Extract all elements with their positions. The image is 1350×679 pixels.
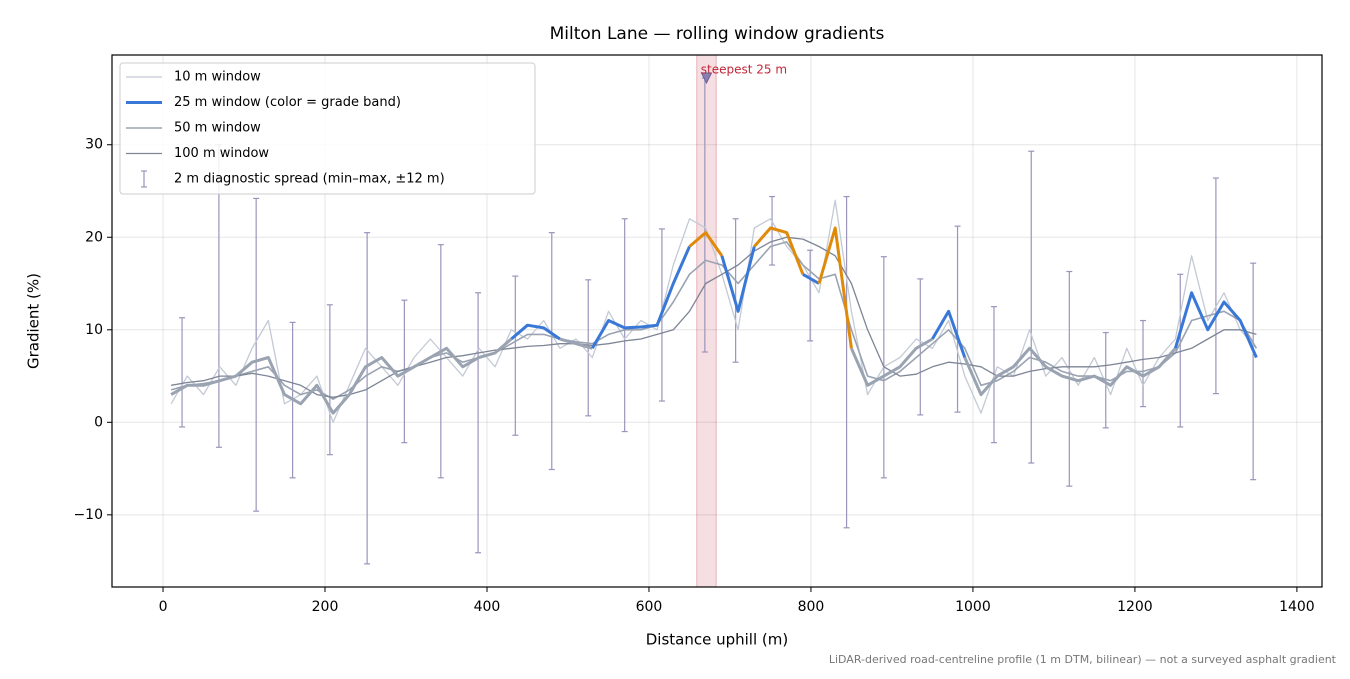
x-tick-label: 1200 xyxy=(1117,599,1153,615)
y-tick-label: −10 xyxy=(73,507,103,523)
spread-bar xyxy=(179,317,186,428)
spread-bar xyxy=(475,292,482,554)
spread-bar xyxy=(1212,177,1219,395)
legend-label: 50 m window xyxy=(174,121,261,136)
spread-bar xyxy=(548,232,555,471)
spread-bar xyxy=(954,225,961,413)
legend: 10 m window 25 m window (color = grade ba… xyxy=(119,62,536,195)
legend-label: 100 m window xyxy=(174,146,269,161)
series-line xyxy=(170,337,513,415)
y-tick-label: 20 xyxy=(85,229,103,245)
spread-bar xyxy=(364,232,371,565)
series-line xyxy=(559,337,593,350)
spread-bar xyxy=(253,197,260,512)
series-line xyxy=(753,226,805,275)
series-line xyxy=(802,272,820,285)
y-axis-label: Gradient (%) xyxy=(25,273,43,369)
series-line xyxy=(1173,291,1258,359)
spread-bar xyxy=(512,275,519,436)
x-tick-label: 1400 xyxy=(1279,599,1315,615)
x-tick-label: 600 xyxy=(636,599,663,615)
x-tick-label: 200 xyxy=(312,599,339,615)
y-tick-label: 30 xyxy=(85,137,103,153)
series-line xyxy=(963,346,1177,397)
legend-swatch xyxy=(141,170,147,188)
series-line xyxy=(720,246,756,313)
series-line xyxy=(850,337,934,387)
x-tick-label: 0 xyxy=(159,599,168,615)
spread-bar xyxy=(1140,319,1147,408)
spread-bar xyxy=(437,244,444,479)
y-tick-label: 10 xyxy=(85,322,103,338)
spread-bar xyxy=(326,304,333,456)
spread-bar xyxy=(732,218,739,363)
series-line xyxy=(170,236,1257,398)
spread-bar xyxy=(621,218,628,433)
spread-bar xyxy=(807,249,814,342)
highlight-marker xyxy=(700,72,713,85)
spread-bar xyxy=(769,195,776,266)
x-tick-label: 800 xyxy=(798,599,825,615)
x-tick-label: 400 xyxy=(474,599,501,615)
chart-title: Milton Lane — rolling window gradients xyxy=(550,24,885,44)
legend-box xyxy=(119,62,536,195)
highlight-band xyxy=(696,54,717,588)
y-tick-label: 0 xyxy=(94,414,103,430)
series-line xyxy=(931,309,967,358)
legend-label: 25 m window (color = grade band) xyxy=(174,95,401,110)
spread-bar xyxy=(1102,331,1109,429)
series-line xyxy=(591,245,691,350)
legend-label: 10 m window xyxy=(174,70,261,85)
spread-bar xyxy=(1177,273,1184,428)
x-axis-label: Distance uphill (m) xyxy=(646,631,788,649)
legend-label: 2 m diagnostic spread (min–max, ±12 m) xyxy=(174,172,445,187)
spread-bar xyxy=(1250,262,1257,481)
series-line xyxy=(688,231,724,257)
x-tick-label: 1000 xyxy=(955,599,991,615)
series-line xyxy=(817,226,853,349)
highlight-label: steepest 25 m xyxy=(701,63,787,77)
plot-frame xyxy=(111,54,1323,588)
spread-bar xyxy=(843,195,850,529)
spread-bar xyxy=(1028,150,1035,464)
series-line xyxy=(510,323,561,341)
footnote: LiDAR-derived road-centreline profile (1… xyxy=(829,653,1337,666)
